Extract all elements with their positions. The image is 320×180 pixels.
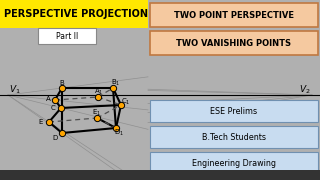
Text: D$_1$: D$_1$ [114, 128, 124, 138]
Text: ESE Prelims: ESE Prelims [211, 107, 258, 116]
Text: Engineering Drawing: Engineering Drawing [192, 159, 276, 168]
Text: C: C [51, 105, 55, 111]
Text: TWO VANISHING POINTS: TWO VANISHING POINTS [177, 39, 292, 48]
Text: D: D [52, 135, 58, 141]
Text: C$_1$: C$_1$ [121, 97, 131, 107]
Bar [150, 31, 318, 55]
Text: A$_1$: A$_1$ [94, 87, 104, 97]
Text: TWO POINT PERSPECTIVE: TWO POINT PERSPECTIVE [174, 10, 294, 19]
Text: A: A [46, 96, 50, 102]
Text: B.Tech Students: B.Tech Students [202, 132, 266, 141]
Text: B$_1$: B$_1$ [111, 78, 121, 88]
Bar [150, 3, 318, 27]
Bar [150, 152, 318, 174]
Text: $V_1$: $V_1$ [9, 84, 21, 96]
Bar [150, 100, 318, 122]
Text: Part II: Part II [56, 31, 78, 40]
Bar [0, 0, 148, 28]
Text: E: E [39, 119, 43, 125]
Bar [38, 28, 96, 44]
Text: PERSPECTIVE PROJECTION: PERSPECTIVE PROJECTION [4, 9, 148, 19]
Text: B: B [60, 80, 64, 86]
Bar [150, 126, 318, 148]
Text: $V_2$: $V_2$ [300, 84, 311, 96]
Bar [0, 170, 320, 180]
Text: E$_1$: E$_1$ [92, 108, 101, 118]
